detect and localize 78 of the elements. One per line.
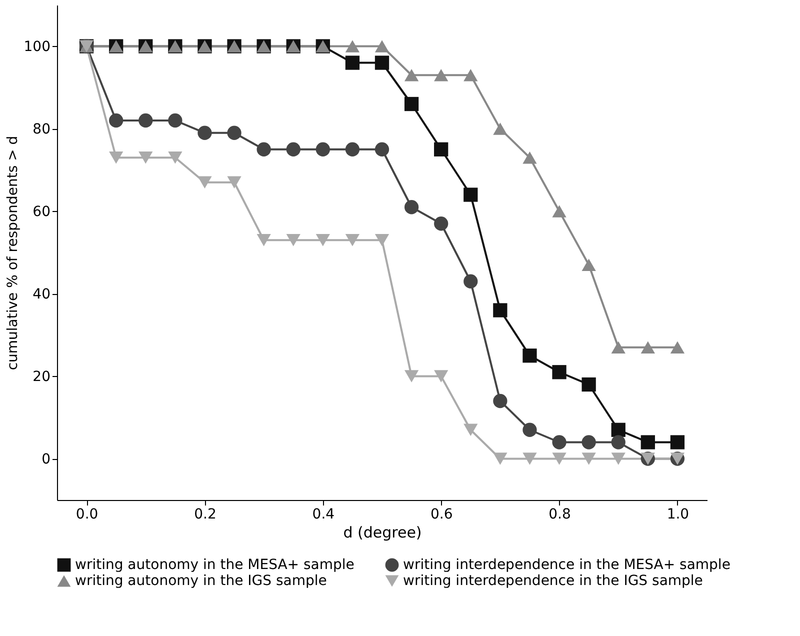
point: [522, 152, 537, 164]
point: [434, 69, 448, 82]
point: [552, 435, 566, 450]
point: [582, 435, 596, 450]
point: [464, 69, 478, 82]
point: [168, 113, 182, 128]
point: [493, 452, 508, 465]
point: [434, 216, 448, 231]
point: [345, 40, 360, 52]
x-tick-label: 0.2: [194, 506, 216, 522]
point: [138, 113, 153, 128]
point: [404, 370, 419, 382]
legend-label: writing interdependence in the IGS sample: [403, 573, 703, 589]
point: [464, 274, 478, 288]
point: [434, 370, 448, 382]
point: [611, 422, 626, 437]
point: [168, 152, 182, 164]
point: [198, 126, 212, 140]
x-tick-label: 0.8: [548, 506, 571, 522]
point: [552, 205, 566, 218]
point: [640, 341, 655, 354]
point: [404, 96, 419, 112]
point: [404, 200, 419, 214]
point: [256, 234, 271, 246]
point: [552, 365, 566, 380]
y-tick-label: 20: [32, 368, 50, 385]
point: [582, 258, 596, 271]
point: [345, 56, 360, 70]
point: [611, 435, 626, 450]
x-tick-label: 1.0: [666, 506, 690, 522]
point: [611, 341, 626, 354]
point: [493, 122, 508, 135]
point: [493, 394, 508, 408]
y-tick-label: 60: [32, 204, 50, 220]
point: [109, 113, 124, 128]
point: [374, 56, 390, 70]
point: [493, 303, 508, 318]
x-tick-label: 0.6: [430, 506, 453, 522]
x-tick-label: 0.0: [76, 506, 98, 522]
y-tick-label: 0: [42, 451, 50, 468]
point: [464, 188, 478, 202]
point: [316, 234, 330, 246]
point: [256, 142, 271, 156]
point: [374, 234, 390, 246]
point: [316, 142, 330, 156]
point: [522, 452, 537, 465]
x-tick-label: 0.4: [312, 506, 335, 522]
point: [345, 234, 360, 246]
point: [286, 234, 300, 246]
point: [552, 452, 566, 465]
legend-label: writing interdependence in the MESA+ sample: [403, 557, 730, 573]
point: [374, 40, 390, 52]
point: [464, 424, 478, 436]
point: [582, 452, 596, 465]
point: [404, 69, 419, 82]
point: [582, 377, 596, 392]
point: [522, 348, 537, 363]
y-tick-label: 40: [32, 286, 50, 302]
point: [640, 435, 655, 450]
point: [138, 152, 153, 164]
point: [286, 142, 300, 156]
point: [198, 176, 212, 188]
point: [374, 142, 390, 156]
point: [345, 142, 360, 156]
point: [670, 435, 685, 450]
legend-label: writing autonomy in the MESA+ sample: [75, 557, 354, 573]
point: [670, 341, 685, 354]
y-axis-title: cumulative % of respondents > d: [4, 136, 21, 370]
point: [522, 422, 537, 437]
legend-label: writing autonomy in the IGS sample: [75, 573, 327, 589]
y-tick-label: 100: [24, 38, 50, 55]
y-tick-label: 80: [32, 121, 50, 138]
point: [434, 142, 448, 156]
point: [109, 152, 124, 164]
x-axis-title: d (degree): [343, 524, 422, 542]
point: [611, 452, 626, 465]
point: [227, 176, 242, 188]
point: [227, 126, 242, 140]
